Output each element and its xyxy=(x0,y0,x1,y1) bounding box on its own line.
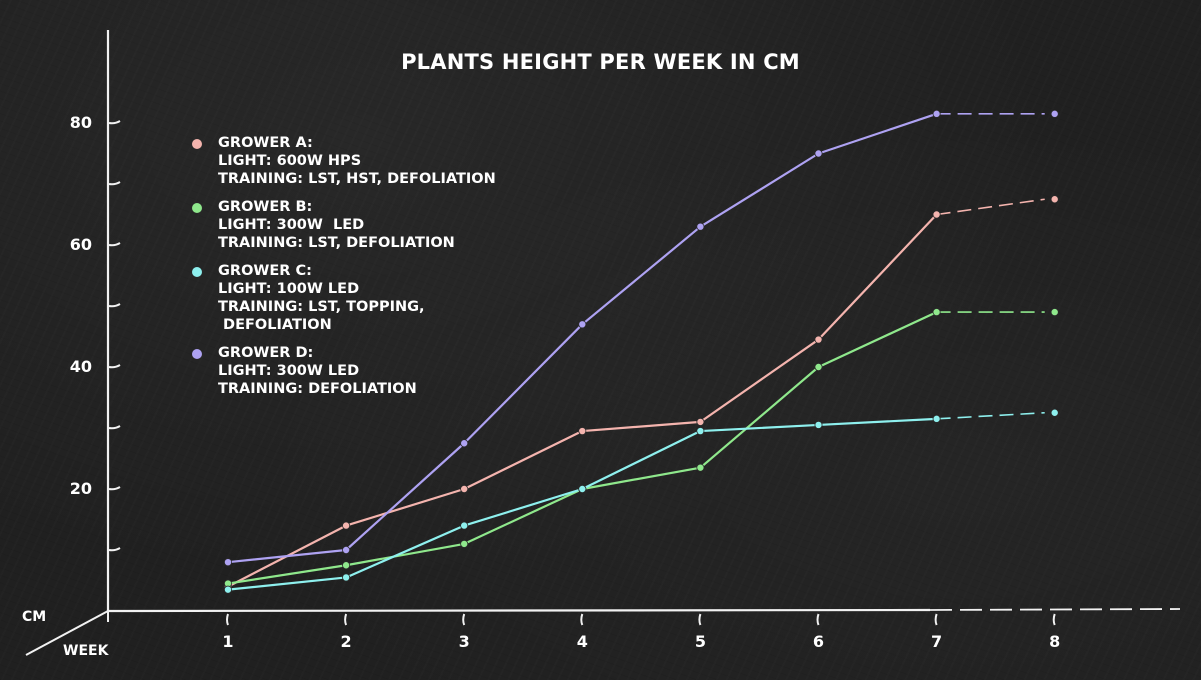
x-tick-label: 2 xyxy=(340,632,352,651)
legend: GROWER A: LIGHT: 600W HPS TRAINING: LST, H… xyxy=(190,134,496,408)
data-point xyxy=(460,539,469,548)
data-point xyxy=(223,558,232,567)
chart-title: PLANTS HEIGHT PER WEEK IN CM xyxy=(401,50,800,74)
data-point xyxy=(223,585,232,594)
legend-dot-icon xyxy=(192,139,202,149)
legend-text-line: LIGHT: 600W HPS xyxy=(218,153,362,169)
legend-text-line: GROWER A: xyxy=(218,135,313,151)
x-tick-label: 6 xyxy=(812,632,825,651)
legend-text-line: GROWER D: xyxy=(218,345,314,361)
y-axis-tick xyxy=(108,547,121,552)
data-point xyxy=(1050,408,1059,417)
y-axis-tick xyxy=(108,425,121,430)
x-axis-label: WEEK xyxy=(63,643,109,659)
y-axis-tick xyxy=(108,364,121,369)
x-axis-tick xyxy=(1052,613,1056,626)
x-tick-label: 1 xyxy=(222,632,234,651)
x-tick-label: 3 xyxy=(458,632,470,651)
legend-item-grower-a: GROWER A: LIGHT: 600W HPS TRAINING: LST, H… xyxy=(190,134,496,188)
data-point xyxy=(814,362,823,371)
y-axis-tick xyxy=(108,486,121,491)
series-points xyxy=(223,109,1059,594)
data-point xyxy=(578,320,587,329)
series-line-grower-c xyxy=(227,417,937,591)
data-point xyxy=(1050,195,1059,204)
legend-text-line: LIGHT: 100W LED xyxy=(218,281,360,297)
y-tick-label: 40 xyxy=(69,357,92,376)
data-point xyxy=(932,308,941,317)
x-tick-label: 5 xyxy=(694,632,706,651)
legend-dot-icon xyxy=(192,203,202,213)
x-axis-tick xyxy=(816,613,820,626)
data-point xyxy=(578,484,587,493)
data-point xyxy=(814,420,823,429)
data-point xyxy=(932,109,941,118)
x-tick-label: 7 xyxy=(931,632,943,651)
x-axis-dashed-extension xyxy=(929,608,1181,611)
x-axis-tick xyxy=(462,613,466,626)
x-axis-tick xyxy=(580,613,584,626)
x-tick-label: 8 xyxy=(1049,632,1061,651)
y-axis-tick xyxy=(108,181,121,186)
data-point xyxy=(696,417,705,426)
data-point xyxy=(814,149,823,158)
axes xyxy=(25,30,1181,656)
data-point xyxy=(342,546,351,555)
legend-dot-icon xyxy=(192,267,202,277)
legend-item-grower-d: GROWER D: LIGHT: 300W LED TRAINING: DEFOLI… xyxy=(190,344,496,398)
data-point xyxy=(460,521,469,530)
x-axis-tick xyxy=(698,613,702,626)
data-point xyxy=(342,573,351,582)
legend-dot-icon xyxy=(192,349,202,359)
data-point xyxy=(342,561,351,570)
x-axis-line xyxy=(107,608,931,613)
data-point xyxy=(1050,308,1059,317)
legend-text-line: TRAINING: LST, TOPPING, xyxy=(218,299,425,315)
series-projection-line xyxy=(936,198,1045,216)
y-axis-tick xyxy=(108,242,121,247)
data-point xyxy=(460,484,469,493)
y-axis-tick xyxy=(108,120,121,125)
x-tick-label: 4 xyxy=(576,632,588,651)
legend-item-grower-c: GROWER C: LIGHT: 100W LED TRAINING: LST, T… xyxy=(190,262,496,334)
data-point xyxy=(696,463,705,472)
legend-text-line: GROWER B: xyxy=(218,199,313,215)
y-axis-tick xyxy=(108,303,121,308)
legend-text-line: LIGHT: 300W LED xyxy=(218,363,360,379)
x-axis-tick xyxy=(934,613,938,626)
data-point xyxy=(342,521,351,530)
data-point xyxy=(578,427,587,436)
data-point xyxy=(932,210,941,219)
data-point xyxy=(814,335,823,344)
x-axis-tick xyxy=(226,613,229,626)
data-point xyxy=(696,427,705,436)
legend-item-grower-b: GROWER B: LIGHT: 300W LED TRAINING: LST, D… xyxy=(190,198,496,252)
y-tick-label: 60 xyxy=(69,235,92,254)
legend-text-line: LIGHT: 300W LED xyxy=(218,217,365,233)
x-axis-tick xyxy=(344,613,348,626)
y-tick-label: 80 xyxy=(69,113,92,132)
y-tick-label: 20 xyxy=(69,479,92,498)
legend-text-line: TRAINING: LST, HST, DEFOLIATION xyxy=(218,171,496,187)
data-point xyxy=(696,222,705,231)
axis-corner-diagonal xyxy=(25,610,109,656)
legend-text-line: GROWER C: xyxy=(218,263,312,279)
series-projection-line xyxy=(936,411,1045,420)
data-point xyxy=(932,414,941,423)
y-axis-label: CM xyxy=(22,609,47,625)
legend-text-line: DEFOLIATION xyxy=(218,317,332,333)
legend-text-line: TRAINING: LST, DEFOLIATION xyxy=(218,235,455,251)
data-point xyxy=(460,439,469,448)
data-point xyxy=(1050,109,1059,118)
legend-text-line: TRAINING: DEFOLIATION xyxy=(218,381,417,397)
